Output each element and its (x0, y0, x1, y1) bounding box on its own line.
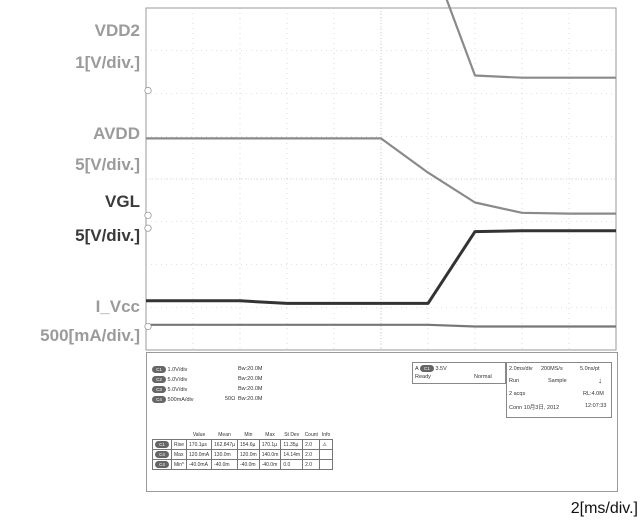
acq-timebase: 2.0ms/div (509, 366, 533, 372)
meas-value: 170.1µs (186, 439, 213, 450)
channel-bw: Bw:20.0M (238, 376, 263, 382)
acq-run-state: Run (509, 378, 520, 384)
avdd-label: AVDD (93, 124, 140, 143)
meas-header: Info (321, 431, 331, 438)
meas-chip: C4 (155, 461, 169, 468)
meas-header (153, 430, 172, 440)
meas-count: 2.0 (302, 439, 321, 450)
acq-sample-mode: Sample (548, 378, 567, 384)
channel-bw: Bw:20.0M (238, 366, 263, 372)
meas-min: -40.0m (237, 459, 260, 470)
acq-date: Conn 10月3日, 2012 (509, 405, 560, 411)
meas-header: Count (304, 431, 318, 438)
meas-stdev: 14.14m (280, 449, 304, 460)
meas-header: Max (265, 431, 275, 438)
trigger-box (412, 362, 506, 384)
channel-chip: C2 (152, 376, 166, 383)
channel-row: C3 5.0V/div Bw:20.0M (152, 386, 262, 393)
meas-chip: C4 (155, 451, 169, 458)
trigger-settings: A C1 3.5V (415, 365, 447, 372)
meas-header: St Dev (284, 431, 300, 438)
meas-max: 140.0m (258, 449, 282, 460)
meas-stdev: 11.35µ (280, 439, 304, 450)
meas-info (319, 459, 333, 470)
trigger-mode: Normal (474, 374, 492, 380)
meas-header: Value (192, 431, 206, 438)
vdd2-label: VDD2 (94, 21, 140, 40)
channel-scale: 5.0V/div (167, 386, 188, 393)
trace-vgl (146, 229, 616, 305)
measurement-table: Value Mean Min Max St Dev Count Info C1 … (152, 430, 333, 470)
meas-chip-cell: C4 (152, 449, 172, 460)
channel-bw: Bw:20.0M (238, 396, 263, 402)
acquisition-box (506, 362, 612, 418)
meas-max: 170.1µ (258, 439, 282, 450)
meas-min: 120.0m (237, 449, 260, 460)
meas-count: 2.0 (302, 449, 321, 460)
timebase-label: 2[ms/div.] (570, 500, 638, 517)
meas-name: Min* (170, 459, 188, 470)
meas-mean: 130.0m (211, 449, 238, 460)
avdd-scale-label: 5[V/div.] (75, 155, 140, 174)
meas-count: 2.0 (302, 459, 321, 470)
acq-count: 2 acqs (509, 391, 526, 397)
acq-record-length: RL:4.0M (583, 391, 604, 397)
measurement-row: C4 Min* -40.0mA -40.0m -40.0m -40.0m 0.0… (152, 459, 333, 470)
meas-mean: 162.847µ (211, 439, 238, 450)
meas-stdev: 0.0 (280, 459, 304, 470)
ground-marker-4 (144, 322, 152, 331)
meas-name: Max (170, 449, 188, 460)
meas-header: Mean (218, 431, 231, 438)
channel-chip: C3 (152, 386, 166, 393)
meas-value: 120.0mA (186, 449, 213, 460)
meas-mean: -40.0m (211, 459, 238, 470)
ground-marker-1 (144, 86, 152, 95)
grid (146, 8, 616, 350)
traces (144, 0, 616, 331)
measurement-row: C1 Rise 170.1µs 162.847µ 154.6µ 170.1µ 1… (152, 439, 333, 450)
vgl-label: VGL (105, 192, 140, 211)
meas-header: Min (244, 431, 253, 438)
acq-arrow-icon: ↓ (598, 376, 602, 385)
meas-min: 154.6µ (237, 439, 260, 450)
channel-row: C2 5.0V/div Bw:20.0M (152, 376, 262, 383)
meas-chip-cell: C1 (152, 439, 172, 450)
channel-row: C1 1.0V/div Bw:20.0M (152, 366, 262, 373)
trigger-level: 3.5V (435, 365, 447, 372)
trigger-label: A (415, 365, 419, 372)
meas-info-icon: ⚠ (319, 439, 333, 450)
acq-time: 12:07:33 (585, 403, 607, 409)
trace-avdd (146, 137, 616, 215)
measurement-header-row: Value Mean Min Max St Dev Count Info (153, 430, 333, 440)
vdd2-scale-label: 1[V/div.] (75, 53, 140, 72)
measurement-row: C4 Max 120.0mA 130.0m 120.0m 140.0m 14.1… (152, 449, 333, 460)
channel-scale: 1.0V/div (167, 366, 188, 373)
trigger-state: Ready (415, 374, 431, 380)
trace-i-vcc (146, 323, 616, 328)
acq-rate: 200MS/s (541, 366, 563, 372)
meas-chip: C1 (155, 441, 169, 448)
acq-resolution: 5.0ns/pt (580, 366, 600, 372)
channel-chip: C4 (152, 396, 166, 403)
channel-chip: C1 (152, 366, 166, 373)
meas-header (172, 430, 187, 440)
trigger-source-chip: C1 (419, 365, 434, 372)
vgl-scale-label: 5[V/div.] (75, 226, 140, 245)
ground-marker-2 (144, 211, 152, 219)
channel-row: C4 500mA/div 50Ω Bw:20.0M (152, 396, 262, 403)
meas-value: -40.0mA (186, 459, 213, 470)
ivcc-label: I_Vcc (95, 297, 140, 316)
channel-scale: 5.0V/div (167, 376, 188, 383)
trace-vdd2 (445, 0, 616, 79)
channel-impedance: 50Ω (225, 396, 236, 402)
meas-max: -40.0m (258, 459, 282, 470)
channel-bw: Bw:20.0M (238, 386, 263, 392)
meas-name: Rise (170, 439, 188, 450)
channel-scale: 500mA/div (167, 396, 194, 403)
ground-marker-3 (144, 224, 152, 232)
ivcc-scale-label: 500[mA/div.] (40, 326, 140, 345)
meas-info (319, 449, 333, 460)
meas-chip-cell: C4 (152, 459, 172, 470)
